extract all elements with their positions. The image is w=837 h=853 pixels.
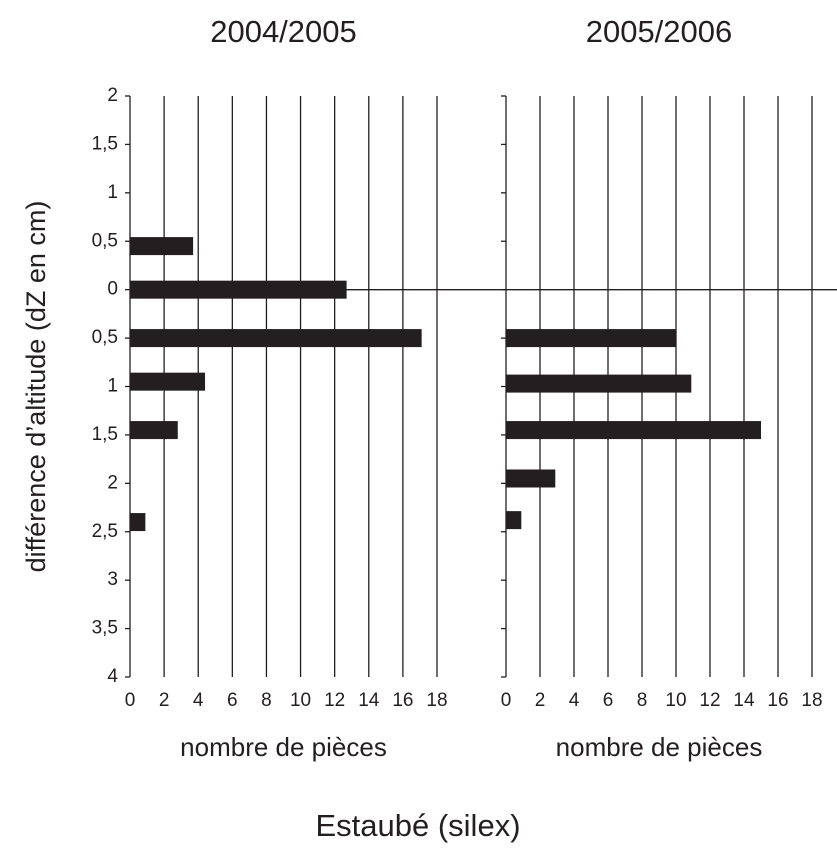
x-tick-label: 8 xyxy=(261,690,272,711)
x-tick-label: 18 xyxy=(801,690,822,711)
x-tick-label: 2 xyxy=(159,690,170,711)
y-tick-label: 3,5 xyxy=(92,618,118,639)
x-tick-label: 4 xyxy=(193,690,204,711)
y-tick-label: 1 xyxy=(107,182,118,203)
bar xyxy=(130,237,194,256)
y-tick-label: 1,5 xyxy=(92,133,118,154)
x-tick-label: 12 xyxy=(699,690,720,711)
panel-title: 2004/2005 xyxy=(210,14,357,49)
x-tick-label: 0 xyxy=(125,690,136,711)
y-tick-label: 3 xyxy=(107,569,118,590)
figure-title: Estaubé (silex) xyxy=(315,808,520,843)
bar xyxy=(130,372,206,391)
x-tick-label: 2 xyxy=(535,690,546,711)
y-tick-label: 4 xyxy=(107,666,118,687)
y-tick-label: 2 xyxy=(107,472,118,493)
x-tick-label: 16 xyxy=(392,690,413,711)
bar xyxy=(506,374,692,393)
y-tick-label: 0,5 xyxy=(92,327,118,348)
bar xyxy=(506,329,676,348)
y-tick-label: 1 xyxy=(107,376,118,397)
y-tick-label: 1,5 xyxy=(92,424,118,445)
x-tick-label: 10 xyxy=(665,690,686,711)
x-axis-label: nombre de pièces xyxy=(556,732,763,762)
x-tick-label: 12 xyxy=(324,690,345,711)
y-tick-label: 0 xyxy=(107,279,118,300)
bar xyxy=(506,511,522,530)
y-tick-label: 2 xyxy=(107,85,118,106)
bar xyxy=(130,513,146,532)
x-tick-label: 6 xyxy=(227,690,238,711)
bar xyxy=(506,421,761,440)
panel-title: 2005/2006 xyxy=(586,14,733,49)
x-axis-label: nombre de pièces xyxy=(180,732,387,762)
x-tick-label: 6 xyxy=(603,690,614,711)
y-tick-label: 0,5 xyxy=(92,230,118,251)
x-tick-label: 4 xyxy=(569,690,580,711)
x-tick-label: 8 xyxy=(637,690,648,711)
y-axis-label: différence d’altitude (dZ en cm) xyxy=(21,201,51,573)
bar xyxy=(506,469,556,488)
x-tick-label: 10 xyxy=(290,690,311,711)
bar xyxy=(130,280,347,299)
bar xyxy=(130,329,422,348)
x-tick-label: 0 xyxy=(501,690,512,711)
x-tick-label: 18 xyxy=(426,690,447,711)
bar xyxy=(130,421,178,440)
x-tick-label: 14 xyxy=(358,690,380,711)
y-tick-label: 2,5 xyxy=(92,521,118,542)
x-tick-label: 14 xyxy=(733,690,755,711)
x-tick-label: 16 xyxy=(767,690,788,711)
